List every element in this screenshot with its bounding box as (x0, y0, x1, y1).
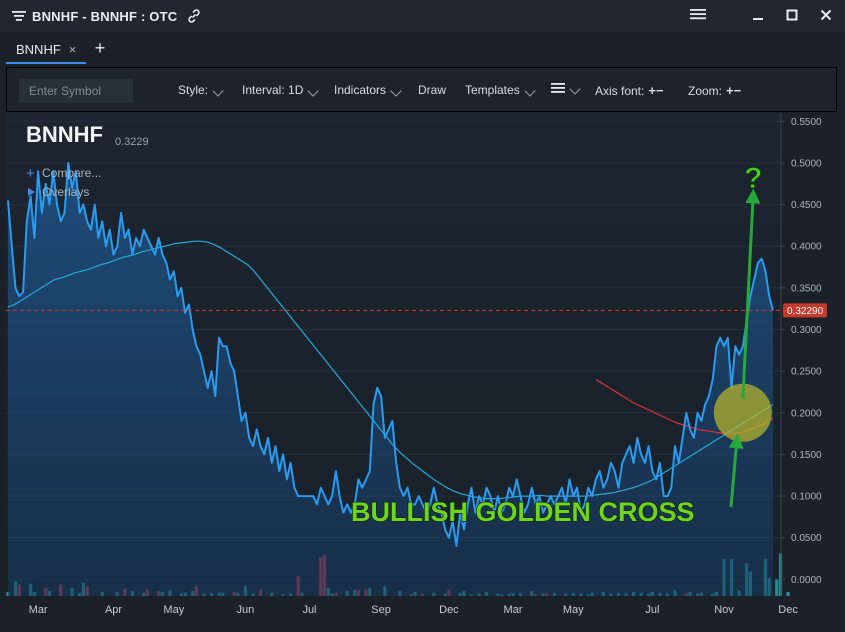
price-line (7, 162, 774, 547)
x-tick-label: Sep (371, 604, 391, 616)
compare-label[interactable]: Compare... (42, 166, 101, 180)
bullish-golden-cross-label: BULLISH GOLDEN CROSS (351, 497, 695, 527)
y-tick-label: 0.0000 (791, 575, 822, 586)
x-tick-label: May (163, 604, 184, 616)
y-tick-label: 0.5500 (791, 117, 822, 128)
y-tick-label: 0.4500 (791, 200, 822, 211)
tab-close-icon[interactable]: × (68, 41, 77, 57)
chart-last-price: 0.3229 (115, 136, 149, 148)
tab-bnnhf[interactable]: BNNHF × (6, 36, 87, 64)
question-mark: ? (744, 162, 762, 195)
title-bar: BNNHF - BNNHF : OTC (0, 0, 845, 32)
x-tick-label: Mar (29, 604, 48, 616)
volume-bar (786, 591, 790, 596)
last-price-tag: 0.32290 (783, 303, 827, 318)
y-tick-label: 0.3000 (791, 325, 822, 336)
svg-text:0.32290: 0.32290 (787, 306, 824, 317)
y-tick-label: 0.5000 (791, 158, 822, 169)
zoom-label: Zoom: (688, 83, 723, 98)
x-axis: Mar Apr May Jun Jul Sep Dec Mar May Jul Nov Dec (29, 604, 799, 616)
indicators-dropdown[interactable]: Indicators (334, 83, 402, 97)
golden-cross-circle (713, 383, 772, 442)
plus-icon[interactable]: + (26, 165, 35, 182)
tab-label: BNNHF (16, 41, 61, 57)
interval-dropdown[interactable]: Interval: 1D (242, 83, 320, 97)
x-tick-label: Mar (503, 604, 522, 616)
draw-label: Draw (418, 83, 447, 97)
arrow-to-cross (728, 433, 744, 508)
x-tick-label: May (563, 604, 584, 616)
plus-minus-icon[interactable]: +− (726, 83, 742, 98)
draw-button[interactable]: Draw (418, 83, 446, 97)
y-tick-label: 0.3500 (791, 283, 822, 294)
price-chart[interactable]: 0.5500 0.5000 0.4500 0.4000 0.3500 0.3000 0.25… (6, 113, 837, 626)
volume-bar (775, 579, 779, 596)
triangle-right-icon[interactable] (28, 188, 35, 196)
list-icon (551, 83, 565, 93)
minimize-icon[interactable] (749, 6, 767, 24)
zoom-control[interactable]: Zoom: +− (688, 83, 741, 98)
y-tick-label: 0.0500 (791, 533, 822, 544)
y-tick-label: 0.2500 (791, 367, 822, 378)
chevron-down-icon (390, 85, 402, 97)
x-tick-label: Dec (778, 604, 798, 616)
interval-label: Interval: 1D (242, 83, 304, 97)
chart-symbol: BNNHF (26, 122, 103, 147)
y-axis: 0.5500 0.5000 0.4500 0.4000 0.3500 0.3000 0.25… (780, 113, 822, 596)
chevron-down-icon (212, 85, 224, 97)
link-icon[interactable] (185, 7, 203, 25)
x-tick-label: Nov (714, 604, 734, 616)
axis-font-control[interactable]: Axis font: +− (595, 83, 664, 98)
x-tick-label: Dec (439, 604, 459, 616)
maximize-icon[interactable] (783, 6, 801, 24)
window-controls (749, 6, 835, 24)
chevron-down-icon (524, 85, 536, 97)
chevron-down-icon (569, 83, 581, 95)
style-label: Style: (178, 83, 209, 97)
window-title: BNNHF - BNNHF : OTC (32, 8, 178, 24)
chart-area[interactable]: 0.5500 0.5000 0.4500 0.4000 0.3500 0.3000 0.25… (6, 113, 837, 626)
tab-bar: BNNHF × + (0, 32, 845, 64)
templates-dropdown[interactable]: Templates (465, 83, 536, 97)
chart-toolbar: Style: Interval: 1D Indicators Draw Temp… (6, 67, 837, 112)
filter-menu-icon[interactable] (8, 5, 30, 27)
x-tick-label: Apr (105, 604, 122, 616)
fast-moving-average (7, 240, 774, 500)
layout-menu-dropdown[interactable] (551, 83, 581, 95)
style-dropdown[interactable]: Style: (178, 83, 224, 97)
arrow-up-to-question (741, 188, 761, 399)
symbol-search-input[interactable] (19, 79, 133, 103)
price-area (8, 163, 773, 596)
x-tick-label: Jul (645, 604, 659, 616)
axis-font-label: Axis font: (595, 83, 645, 98)
indicators-label: Indicators (334, 83, 387, 97)
x-tick-label: Jun (237, 604, 255, 616)
templates-label: Templates (465, 83, 520, 97)
y-tick-label: 0.1500 (791, 450, 822, 461)
overlays-label[interactable]: Overlays (42, 185, 89, 199)
y-tick-label: 0.4000 (791, 242, 822, 253)
overlays-link[interactable]: Overlays (28, 185, 89, 199)
chevron-down-icon (307, 85, 320, 97)
hamburger-menu-icon[interactable] (690, 7, 708, 25)
add-tab-button[interactable]: + (94, 38, 106, 58)
compare-link[interactable]: + Compare... (26, 165, 101, 182)
x-tick-label: Jul (302, 604, 316, 616)
y-tick-label: 0.1000 (791, 492, 822, 503)
plus-minus-icon[interactable]: +− (648, 83, 664, 98)
y-tick-label: 0.2000 (791, 408, 822, 419)
close-icon[interactable] (817, 6, 835, 24)
